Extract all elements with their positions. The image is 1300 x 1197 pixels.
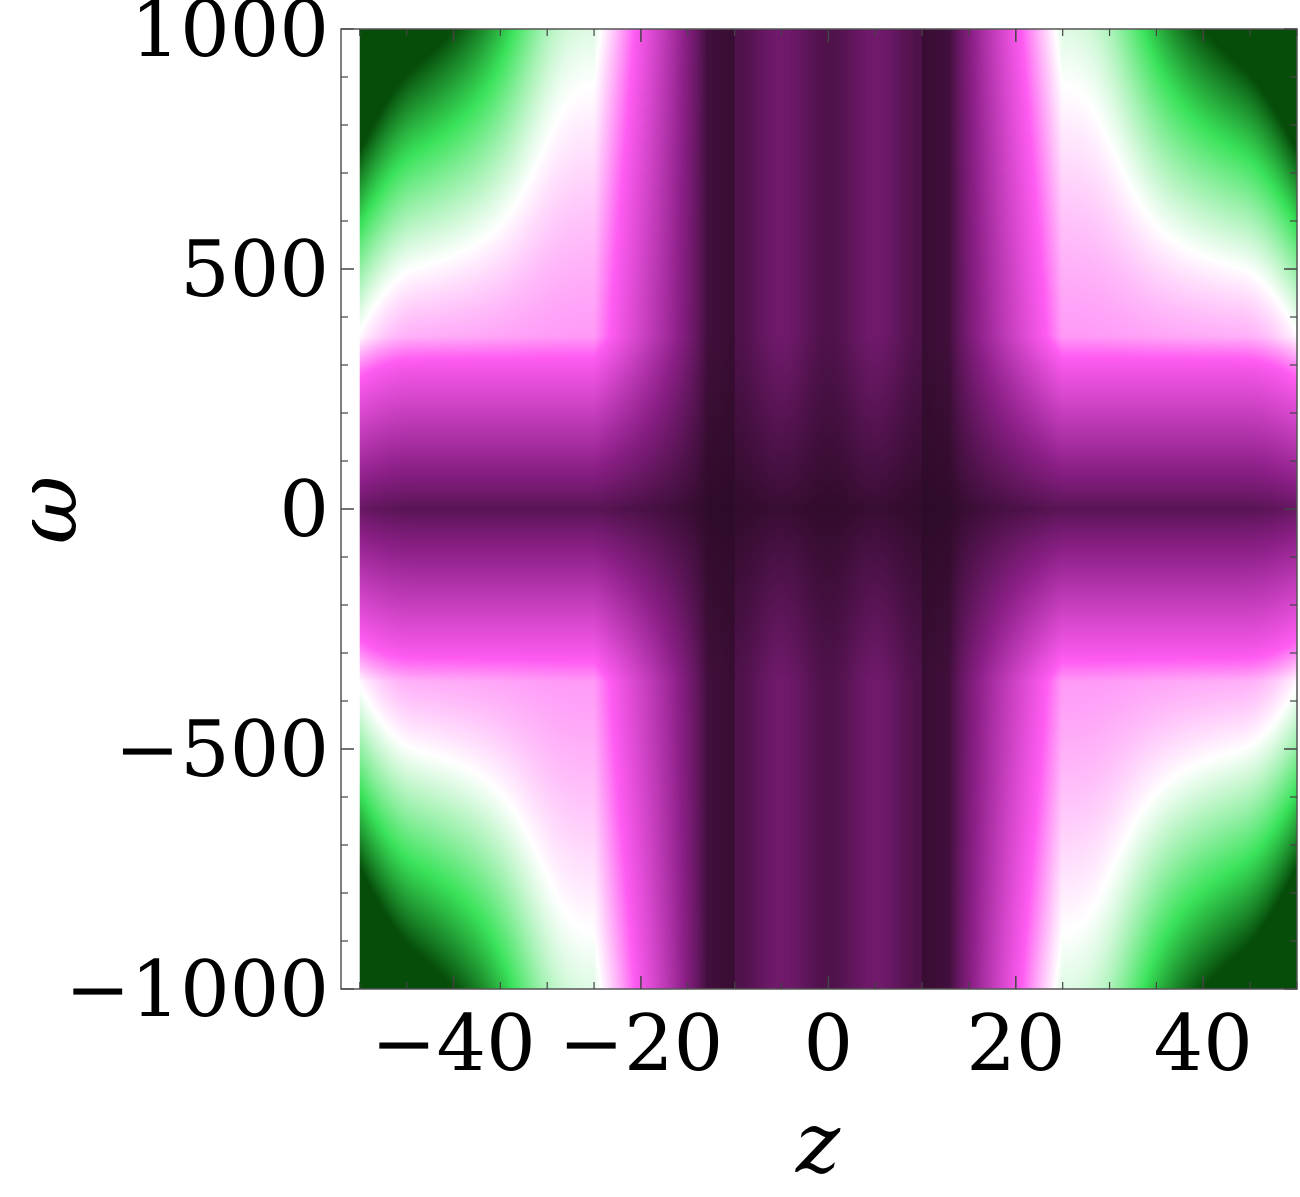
x-tick-label: −40 [371,999,536,1089]
x-tick-label: 0 [804,999,854,1089]
heatmap-cells [359,29,1297,989]
x-tick-label: −20 [559,999,724,1089]
x-axis: −40 −20 0 20 40 [371,29,1253,1089]
y-tick-label: 500 [180,225,329,315]
y-axis: 1000 500 0 −500 −1000 [65,0,1297,1035]
y-tick-label: 0 [279,465,329,555]
y-tick-label: −500 [115,705,329,795]
x-tick-label: 20 [966,999,1065,1089]
minor-ticks [341,29,1298,989]
x-axis-label: z [795,1094,841,1192]
y-tick-label: −1000 [65,945,329,1035]
y-axis-label: ω [0,476,96,545]
heatmap-image [359,29,1297,989]
x-tick-label: 40 [1154,999,1253,1089]
y-tick-label: 1000 [130,0,329,75]
